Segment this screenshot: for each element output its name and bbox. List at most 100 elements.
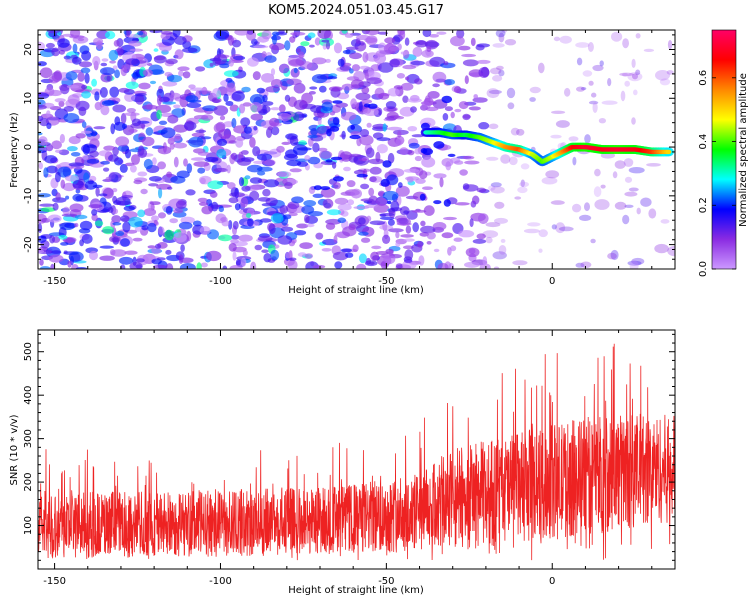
spectrogram-blob <box>395 138 403 146</box>
snr-background <box>38 330 675 569</box>
spectrogram-blob <box>321 248 332 252</box>
spectrogram-blob <box>408 142 420 149</box>
spectrogram-blob <box>366 77 383 85</box>
spectrogram-blob <box>332 116 340 126</box>
spectrogram-blob <box>360 183 370 190</box>
spectrogram-blob <box>231 91 245 102</box>
spectrogram-blob <box>242 249 248 256</box>
spectrogram-blob <box>568 136 579 142</box>
spectrogram-blob <box>121 123 128 129</box>
spectrogram-blob <box>226 164 231 174</box>
x-tick-label: -100 <box>209 276 232 287</box>
spectrogram-blob <box>153 55 167 64</box>
spectrogram-blob <box>240 117 251 127</box>
spectrogram-blob <box>612 171 618 179</box>
spectrogram-blob <box>350 79 364 89</box>
spectrogram-blob <box>286 78 302 86</box>
spectrogram-blob <box>485 222 501 228</box>
spectrogram-blob <box>321 101 333 112</box>
spectrogram-blob <box>277 235 293 245</box>
spectrogram-blob <box>444 106 453 112</box>
spectrogram-blob <box>72 193 84 202</box>
spectrogram-blob <box>175 200 187 209</box>
spectrogram-blob <box>358 217 366 225</box>
spectrogram-blob <box>433 141 445 149</box>
spectrogram-blob <box>541 176 558 185</box>
spectrogram-blob <box>112 104 126 113</box>
spectrogram-blob <box>423 205 435 216</box>
spectrogram-blob <box>325 58 331 63</box>
spectrogram-blob <box>358 253 367 264</box>
spectrogram-blob <box>404 249 414 261</box>
spectrogram-blob <box>165 249 172 255</box>
spectrogram-blob <box>453 237 463 242</box>
x-tick-label: -150 <box>43 576 66 587</box>
spectrogram-blob <box>304 214 310 224</box>
spectrogram-blob <box>340 111 357 121</box>
spectrogram-blob <box>628 167 645 174</box>
spectrogram-blob <box>587 42 594 52</box>
spectrogram-blob <box>101 100 115 107</box>
spectrogram-blob <box>426 241 432 245</box>
spectrogram-blob <box>358 231 369 236</box>
spectrogram-blob <box>325 222 336 230</box>
spectrogram-blob <box>238 234 253 242</box>
spectrogram-blob <box>308 91 316 95</box>
spectrogram-blob <box>261 73 275 83</box>
spectrogram-blob <box>516 128 525 136</box>
spectrogram-blob <box>257 235 273 242</box>
spectrogram-blob <box>454 108 462 113</box>
spectrogram-blob <box>40 207 56 213</box>
spectrogram-blob <box>249 102 263 113</box>
spectrogram-blob <box>296 48 301 53</box>
spectrogram-blob <box>124 250 138 255</box>
x-tick-label: 0 <box>549 576 555 587</box>
spectrogram-blob <box>231 117 237 129</box>
spectrogram-blob <box>406 210 418 220</box>
spectrogram-blob <box>128 128 138 133</box>
spectrogram-blob <box>415 40 428 48</box>
spectrogram-blob <box>230 187 239 197</box>
spectrogram-blob <box>369 176 377 183</box>
spectrogram-blob <box>395 263 404 269</box>
spectrogram-blob <box>415 178 426 184</box>
spectrogram-blob <box>222 265 228 269</box>
spectrogram-blob <box>265 86 280 93</box>
spectrogram-blob <box>289 135 299 146</box>
spectrogram-blob <box>287 259 298 269</box>
spectrogram-blob <box>432 83 440 88</box>
spectrogram-blob <box>147 222 157 233</box>
spectrogram-blob <box>555 222 566 234</box>
spectrogram-blob <box>178 70 184 77</box>
spectrogram-blob <box>461 53 476 58</box>
y-tick-label: 100 <box>23 516 34 535</box>
spectrogram-blob <box>350 98 357 108</box>
spectrogram-blob <box>290 31 306 36</box>
spectrogram-blob <box>496 65 504 71</box>
spectrogram-blob <box>160 127 176 139</box>
colorbar-frame <box>711 29 737 270</box>
spectrogram-blob <box>387 126 403 131</box>
spectrogram-blob <box>364 71 369 81</box>
spectrogram-blob <box>337 58 345 67</box>
spectrogram-blob <box>428 34 439 38</box>
spectrogram-blob <box>520 163 530 170</box>
spectrogram-blob <box>149 201 161 206</box>
spectrogram-blob <box>311 74 328 84</box>
spectrogram-blob <box>486 88 500 99</box>
spectrogram-blob <box>209 191 218 198</box>
spectrogram-blob <box>486 156 499 161</box>
spectrogram-blob <box>551 110 566 115</box>
spectrogram-blob <box>624 80 630 87</box>
spectrogram-blob <box>59 133 65 144</box>
spectrogram-blob <box>538 229 548 238</box>
spectrogram-blob <box>131 118 141 127</box>
spectrogram-blob <box>249 94 265 105</box>
spectrogram-blob <box>38 223 43 234</box>
spectrogram-blob <box>378 108 383 116</box>
spectrogram-blob <box>320 186 331 191</box>
spectrogram-blob <box>614 201 627 210</box>
spectrogram-blob <box>82 144 90 156</box>
spectrogram-blob <box>81 84 88 90</box>
spectrogram-blob <box>46 30 61 34</box>
